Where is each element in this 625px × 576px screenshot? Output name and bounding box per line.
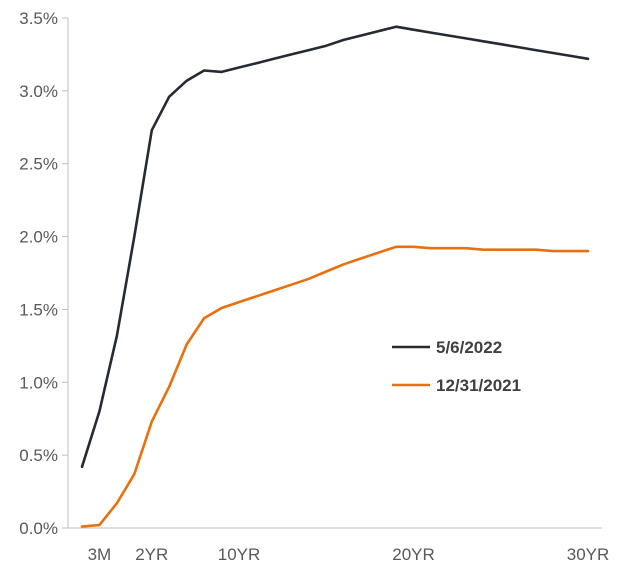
y-tick-label: 0.0% bbox=[19, 519, 58, 538]
y-tick-label: 1.0% bbox=[19, 373, 58, 392]
series-lines bbox=[80, 25, 590, 528]
series-line-1 bbox=[80, 245, 590, 528]
x-axis: 3M 2YR 10YR 20YR 30YR bbox=[68, 527, 610, 564]
x-tick-label: 3M bbox=[88, 545, 112, 564]
legend-label: 5/6/2022 bbox=[436, 338, 502, 357]
x-tick-label: 30YR bbox=[567, 545, 610, 564]
legend-label: 12/31/2021 bbox=[436, 376, 521, 395]
y-tick-label: 1.5% bbox=[19, 300, 58, 319]
x-tick-label: 2YR bbox=[135, 545, 168, 564]
y-tick-label: 2.5% bbox=[19, 155, 58, 174]
y-tick-label: 3.5% bbox=[19, 9, 58, 28]
legend: 5/6/2022 12/31/2021 bbox=[392, 338, 521, 395]
series-line-0 bbox=[80, 25, 590, 469]
x-tick-label: 20YR bbox=[392, 545, 435, 564]
x-tick-label: 10YR bbox=[218, 545, 261, 564]
y-axis: 0.0% 0.5% 1.0% 1.5% 2.0% 2.5% 3.0% 3.5% bbox=[19, 9, 69, 538]
y-tick-label: 0.5% bbox=[19, 446, 58, 465]
y-tick-label: 2.0% bbox=[19, 228, 58, 247]
y-tick-label: 3.0% bbox=[19, 82, 58, 101]
